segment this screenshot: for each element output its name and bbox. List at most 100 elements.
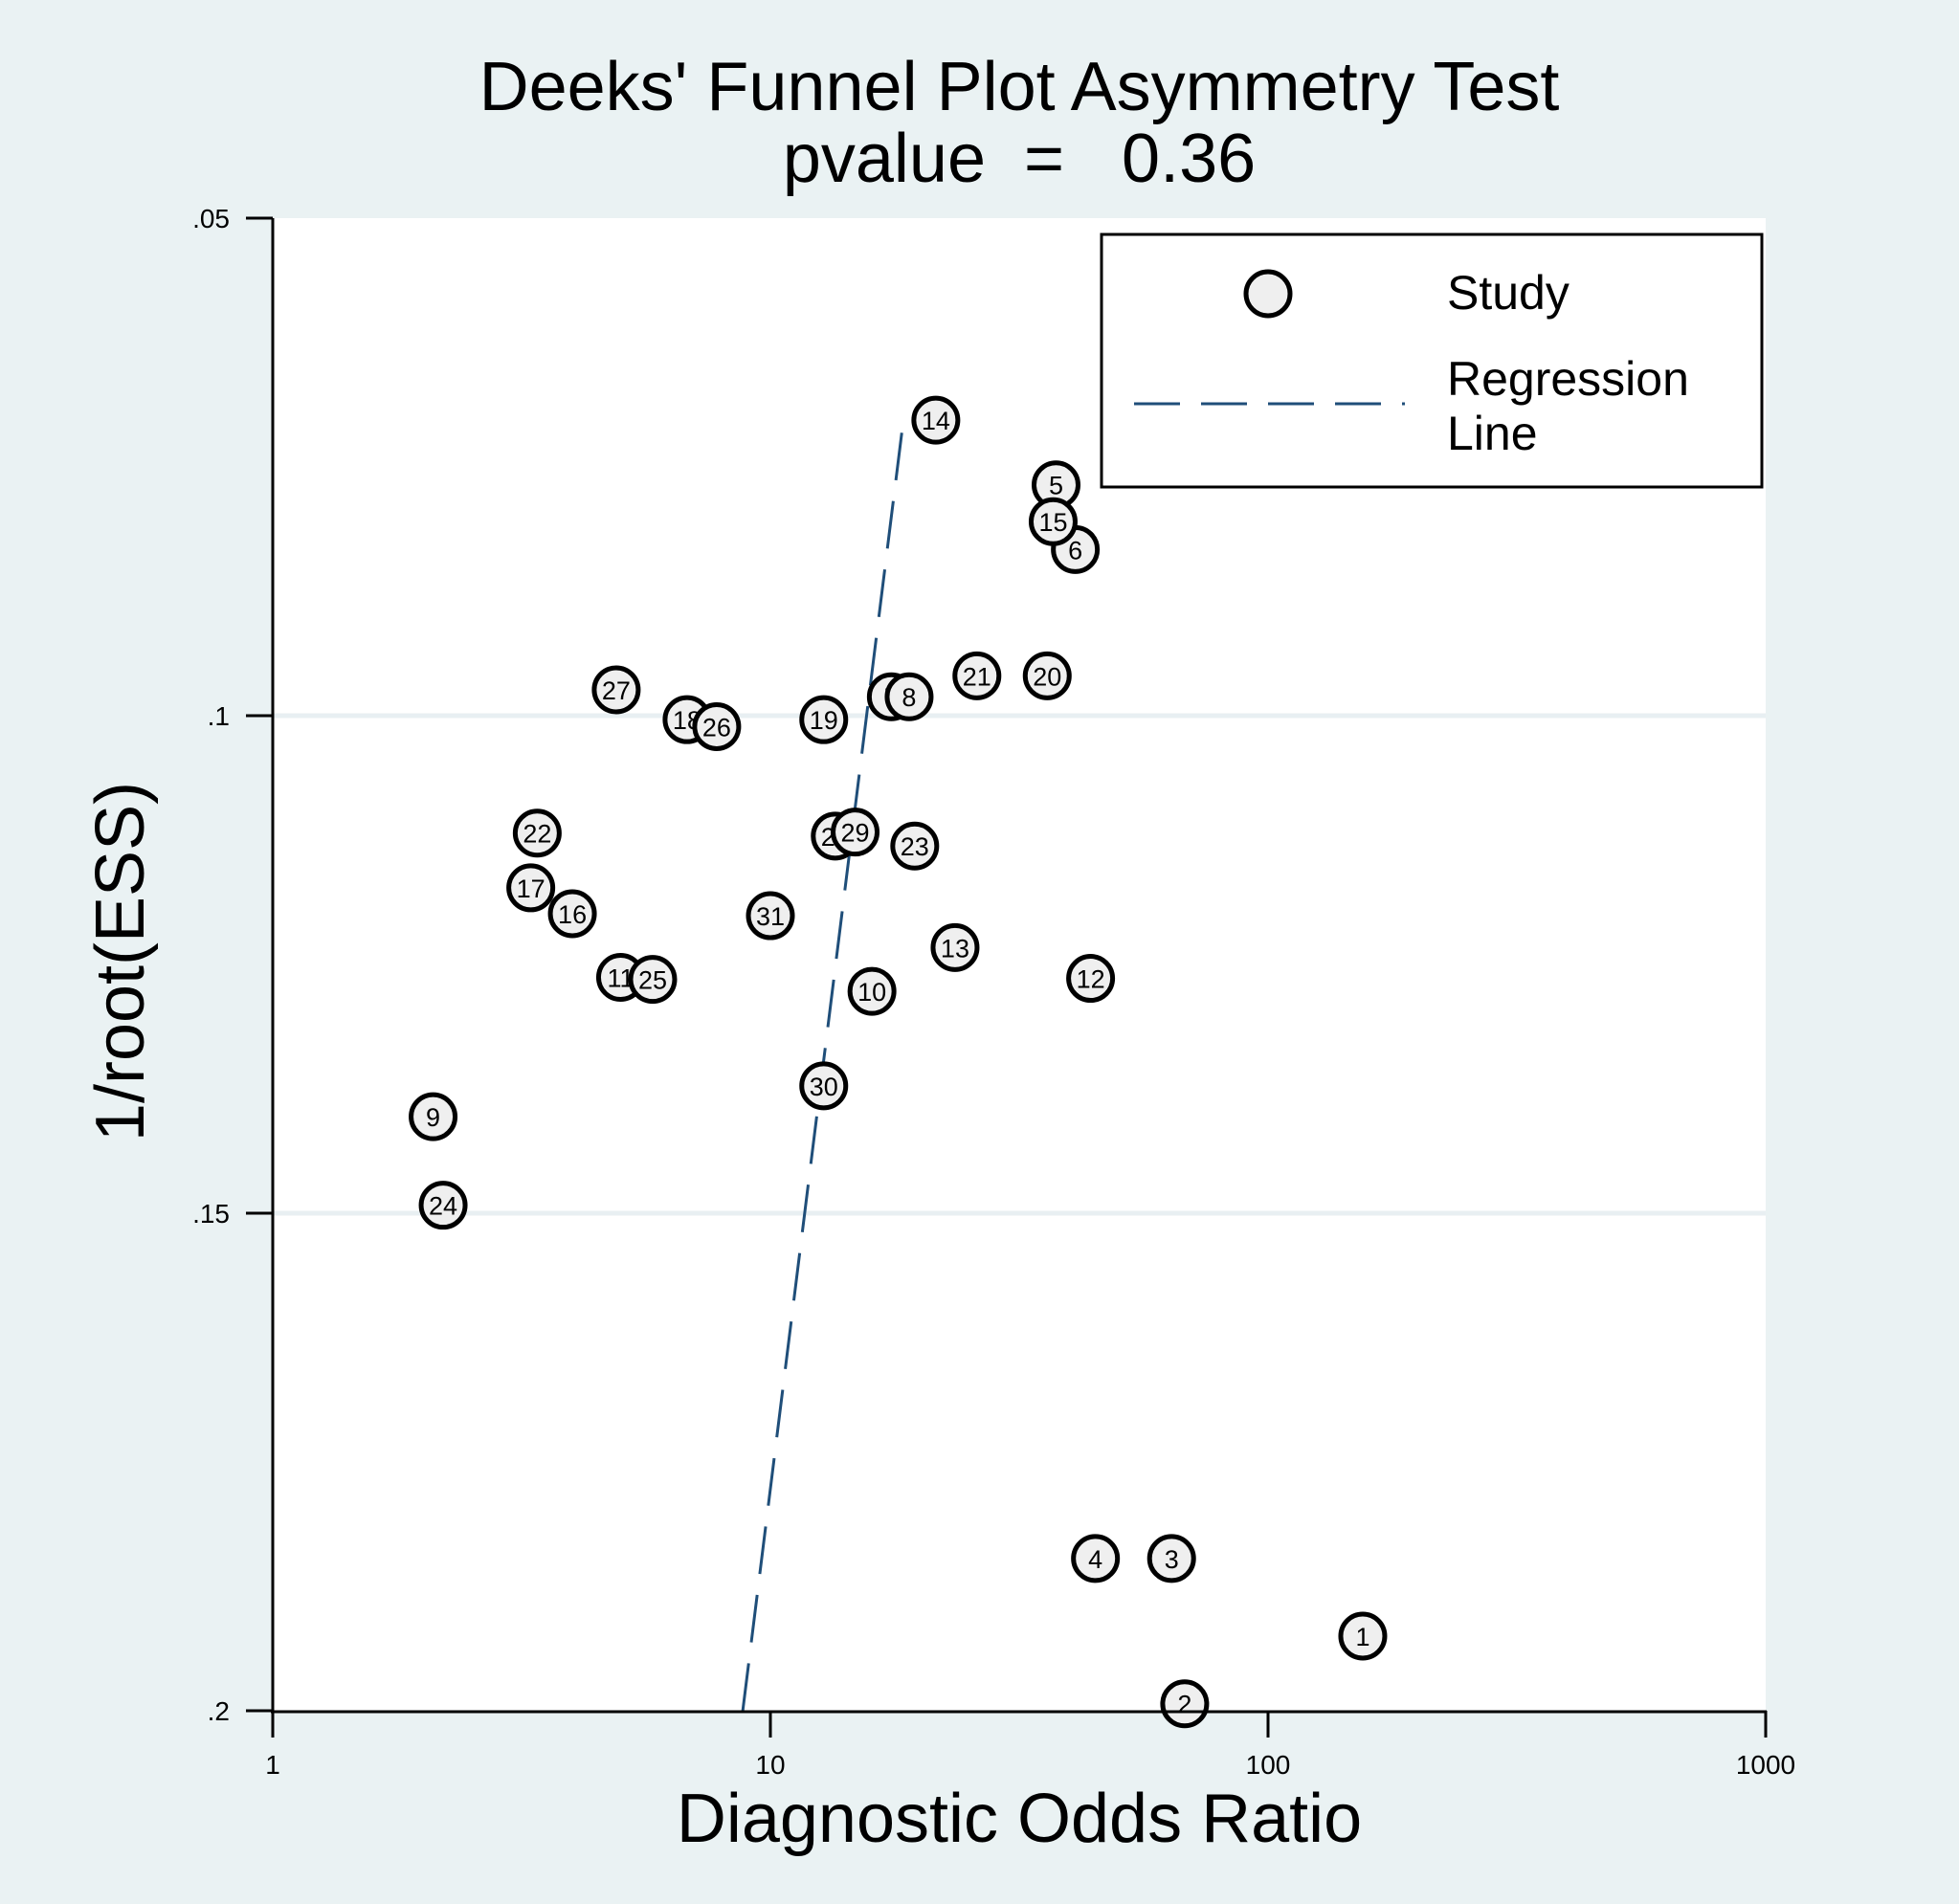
study-point-label: 3	[1165, 1545, 1179, 1574]
study-point-label: 10	[857, 978, 886, 1007]
study-point-label: 22	[523, 820, 551, 849]
study-marker	[1066, 954, 1116, 1004]
study-point: 2	[1160, 1679, 1210, 1729]
study-point: 9	[409, 1092, 458, 1141]
study-point-label: 23	[901, 832, 929, 861]
study-point-label: 21	[963, 662, 991, 691]
legend: Study Regression Line	[1100, 232, 1764, 489]
study-point-label: 27	[602, 676, 631, 705]
study-point: 10	[847, 966, 897, 1016]
study-point-label: 25	[638, 966, 667, 995]
study-point: 21	[952, 651, 1002, 700]
study-point: 8	[884, 672, 934, 721]
study-point: 24	[418, 1181, 468, 1230]
gridlines	[273, 713, 1766, 1216]
study-marker	[746, 891, 795, 941]
study-marker	[418, 1181, 468, 1230]
study-marker	[547, 889, 597, 939]
study-point: 23	[890, 821, 940, 871]
study-point-label: 20	[1033, 662, 1061, 691]
study-marker	[952, 651, 1002, 700]
x-tick-label: 1	[265, 1750, 280, 1780]
study-marker	[831, 808, 880, 857]
y-tick-label: .2	[208, 1696, 230, 1726]
study-marker	[847, 966, 897, 1016]
study-marker	[1146, 1534, 1196, 1583]
study-point: 1	[1338, 1611, 1388, 1661]
y-tick-label: .05	[192, 204, 230, 233]
y-axis-ticks: .05 .1 .15 .2	[192, 204, 273, 1726]
study-marker	[1160, 1679, 1210, 1729]
study-point: 25	[628, 955, 678, 1005]
study-point-label: 14	[922, 407, 950, 435]
study-point-label: 8	[902, 683, 916, 712]
study-marker	[409, 1092, 458, 1141]
legend-study-marker	[1243, 269, 1293, 319]
study-point-label: 1	[1355, 1623, 1369, 1651]
study-point-label: 17	[517, 875, 545, 903]
study-marker	[512, 808, 562, 858]
legend-regression-label-line2: Line	[1447, 407, 1538, 460]
study-point-label: 31	[756, 902, 785, 931]
study-point-label: 19	[810, 706, 838, 735]
study-point: 27	[591, 665, 641, 715]
study-point-label: 26	[702, 713, 731, 742]
x-tick-label: 10	[755, 1750, 785, 1780]
study-point-label: 12	[1077, 965, 1105, 994]
study-point-label: 6	[1068, 536, 1082, 565]
study-point-label: 15	[1038, 508, 1067, 537]
study-marker	[911, 395, 961, 445]
study-marker	[799, 695, 849, 744]
study-point-label: 24	[429, 1192, 457, 1221]
chart-title: Deeks' Funnel Plot Asymmetry Test	[479, 49, 1560, 125]
study-point: 22	[512, 808, 562, 858]
x-tick-label: 1000	[1736, 1750, 1795, 1780]
chart-subtitle: pvalue = 0.36	[783, 121, 1256, 197]
study-marker	[692, 701, 742, 751]
study-marker	[1028, 497, 1078, 546]
study-point-label: 13	[941, 934, 969, 963]
y-axis-title: 1/root(ESS)	[82, 782, 159, 1141]
legend-study-label: Study	[1447, 266, 1569, 320]
study-point-label: 29	[841, 819, 870, 848]
study-marker	[1338, 1611, 1388, 1661]
study-point: 30	[799, 1061, 849, 1111]
study-point: 20	[1022, 651, 1072, 700]
study-point: 26	[692, 701, 742, 751]
legend-box	[1100, 232, 1764, 489]
study-point: 19	[799, 695, 849, 744]
study-marker	[628, 955, 678, 1005]
study-point-label: 5	[1049, 472, 1063, 500]
study-point: 4	[1071, 1534, 1121, 1583]
study-marker	[506, 863, 556, 913]
study-marker	[930, 922, 980, 972]
study-point: 29	[831, 808, 880, 857]
study-point-label: 4	[1088, 1545, 1102, 1574]
study-point: 15	[1028, 497, 1078, 546]
y-tick-label: .15	[192, 1199, 230, 1229]
study-point: 31	[746, 891, 795, 941]
study-marker	[1071, 1534, 1121, 1583]
study-marker	[591, 665, 641, 715]
study-marker	[884, 672, 934, 721]
study-point: 13	[930, 922, 980, 972]
x-tick-label: 100	[1246, 1750, 1291, 1780]
study-point-label: 9	[426, 1103, 440, 1132]
study-point: 11	[595, 953, 645, 1003]
study-point: 14	[911, 395, 961, 445]
study-point: 16	[547, 889, 597, 939]
study-marker	[1022, 651, 1072, 700]
study-point: 17	[506, 863, 556, 913]
study-point: 3	[1146, 1534, 1196, 1583]
study-point: 12	[1066, 954, 1116, 1004]
study-marker	[799, 1061, 849, 1111]
study-marker	[890, 821, 940, 871]
study-point-label: 2	[1177, 1691, 1191, 1719]
study-point-label: 16	[558, 900, 587, 929]
x-axis-ticks: 1 10 100 1000	[265, 1711, 1795, 1780]
study-point-label: 30	[810, 1073, 838, 1101]
x-axis-title: Diagnostic Odds Ratio	[677, 1781, 1362, 1857]
study-points: 1234567891011121314151617181920212223242…	[409, 395, 1388, 1729]
y-tick-label: .1	[208, 701, 230, 731]
